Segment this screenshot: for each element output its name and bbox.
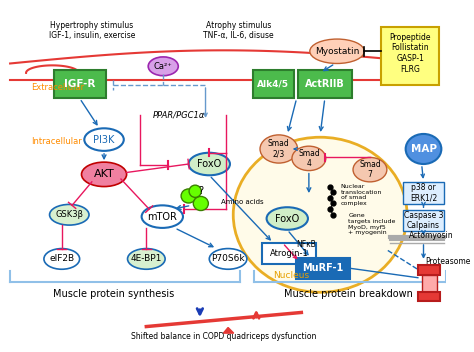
Text: p38 or
ERK1/2: p38 or ERK1/2 bbox=[410, 183, 437, 203]
Ellipse shape bbox=[181, 189, 196, 203]
Text: MAP: MAP bbox=[410, 144, 437, 154]
Ellipse shape bbox=[353, 157, 387, 182]
Text: Actomyosin: Actomyosin bbox=[410, 231, 454, 240]
Text: Muscle protein breakdown: Muscle protein breakdown bbox=[284, 289, 413, 299]
Text: Muscle protein synthesis: Muscle protein synthesis bbox=[53, 289, 174, 299]
Polygon shape bbox=[223, 327, 234, 333]
Ellipse shape bbox=[189, 185, 201, 197]
FancyBboxPatch shape bbox=[403, 182, 444, 205]
Text: Alk4/5: Alk4/5 bbox=[257, 80, 289, 89]
Text: Smad
2/3: Smad 2/3 bbox=[268, 139, 290, 159]
Ellipse shape bbox=[82, 162, 127, 187]
Ellipse shape bbox=[128, 249, 165, 269]
Ellipse shape bbox=[50, 205, 89, 225]
FancyBboxPatch shape bbox=[296, 258, 350, 279]
FancyBboxPatch shape bbox=[253, 70, 294, 98]
FancyBboxPatch shape bbox=[262, 243, 316, 264]
Ellipse shape bbox=[260, 135, 298, 163]
Text: GASP-1: GASP-1 bbox=[396, 54, 424, 63]
Text: GSK3β: GSK3β bbox=[55, 210, 83, 219]
Ellipse shape bbox=[266, 207, 308, 230]
Text: ?: ? bbox=[198, 186, 203, 196]
Text: FoxO: FoxO bbox=[275, 214, 300, 224]
FancyBboxPatch shape bbox=[418, 292, 440, 301]
Text: Shifted balance in COPD quadriceps dysfunction: Shifted balance in COPD quadriceps dysfu… bbox=[131, 332, 316, 341]
Text: Smad
4: Smad 4 bbox=[298, 149, 320, 168]
Text: eIF2B: eIF2B bbox=[49, 254, 74, 263]
Ellipse shape bbox=[148, 57, 178, 76]
Ellipse shape bbox=[292, 146, 326, 171]
Text: Caspase 3
Calpains: Caspase 3 Calpains bbox=[404, 211, 443, 230]
FancyBboxPatch shape bbox=[381, 27, 439, 85]
Ellipse shape bbox=[84, 128, 124, 151]
Ellipse shape bbox=[44, 249, 80, 269]
Text: Nuclear
translocation
of smad
complex: Nuclear translocation of smad complex bbox=[341, 184, 382, 206]
FancyBboxPatch shape bbox=[298, 70, 352, 98]
Text: IGF-R: IGF-R bbox=[64, 79, 95, 89]
Text: Gene
targets include
MyoD, myf5
+ myogenin: Gene targets include MyoD, myf5 + myogen… bbox=[348, 213, 396, 235]
Text: Amino acids: Amino acids bbox=[220, 199, 263, 205]
Ellipse shape bbox=[233, 137, 407, 292]
Text: Nucleus: Nucleus bbox=[273, 271, 310, 280]
Text: MuRF-1: MuRF-1 bbox=[302, 263, 344, 273]
Text: AKT: AKT bbox=[94, 169, 114, 180]
Text: Intracellular: Intracellular bbox=[31, 137, 82, 146]
FancyBboxPatch shape bbox=[422, 275, 437, 292]
Text: NFκB: NFκB bbox=[297, 240, 317, 249]
Text: mTOR: mTOR bbox=[147, 212, 177, 222]
Text: Proteasome: Proteasome bbox=[425, 257, 471, 266]
Ellipse shape bbox=[210, 249, 247, 269]
Ellipse shape bbox=[310, 39, 365, 63]
Text: P70S6k: P70S6k bbox=[211, 254, 245, 263]
Text: Hypertrophy stimulus
IGF-1, insulin, exercise: Hypertrophy stimulus IGF-1, insulin, exe… bbox=[49, 21, 135, 40]
Ellipse shape bbox=[406, 134, 441, 164]
Text: FLRG: FLRG bbox=[401, 65, 420, 74]
FancyBboxPatch shape bbox=[418, 265, 440, 275]
Ellipse shape bbox=[189, 153, 230, 175]
FancyBboxPatch shape bbox=[54, 70, 106, 98]
Text: FoxO: FoxO bbox=[197, 159, 221, 169]
Text: Atrophy stimulus
TNF-α, IL-6, disuse: Atrophy stimulus TNF-α, IL-6, disuse bbox=[203, 21, 273, 40]
Text: Smad
7: Smad 7 bbox=[359, 160, 381, 180]
Text: Follistatin: Follistatin bbox=[392, 43, 429, 52]
Text: Myostatin: Myostatin bbox=[315, 47, 359, 56]
Ellipse shape bbox=[142, 205, 183, 228]
Text: Propeptide: Propeptide bbox=[390, 33, 431, 42]
FancyBboxPatch shape bbox=[403, 210, 444, 231]
Text: Ca²⁺: Ca²⁺ bbox=[154, 62, 173, 71]
Text: 4E-BP1: 4E-BP1 bbox=[131, 254, 162, 263]
Text: ActRIIB: ActRIIB bbox=[305, 79, 345, 89]
Text: Atrogin-1: Atrogin-1 bbox=[270, 249, 309, 258]
Text: PPAR/PGC1α: PPAR/PGC1α bbox=[153, 111, 205, 120]
Text: PI3K: PI3K bbox=[93, 134, 115, 145]
Ellipse shape bbox=[193, 196, 209, 210]
Text: Extracellular: Extracellular bbox=[31, 83, 84, 93]
